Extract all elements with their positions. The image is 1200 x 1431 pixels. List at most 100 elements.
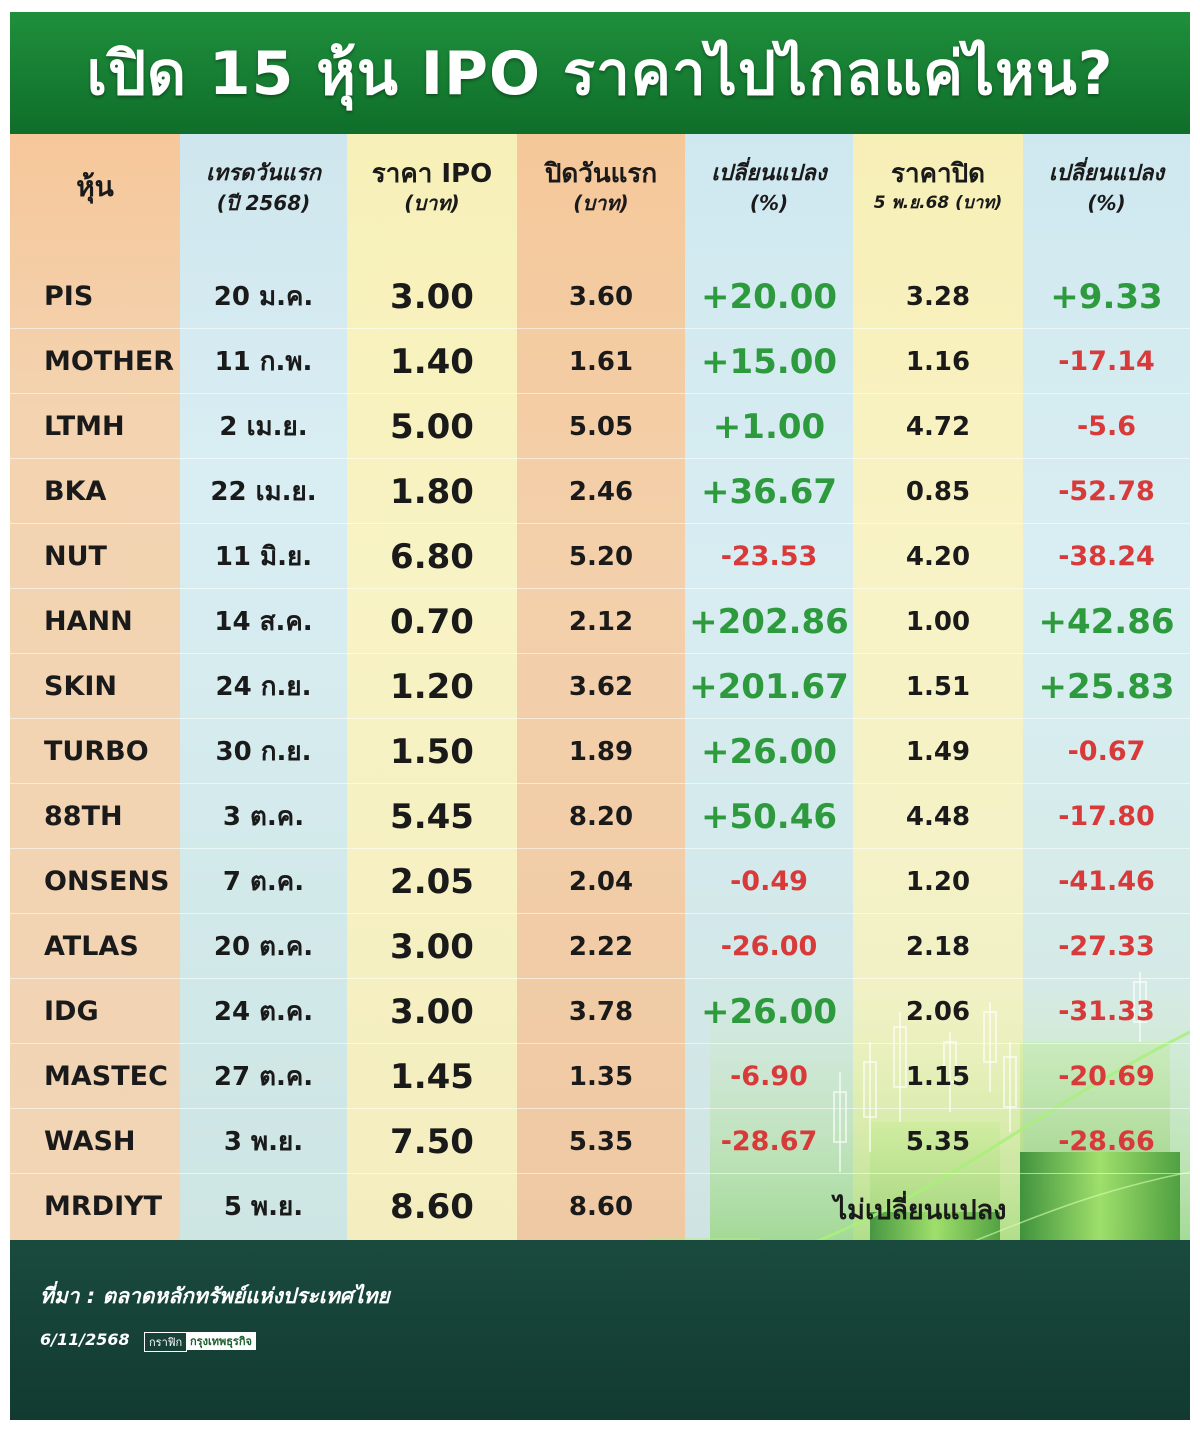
header-change2: เปลี่ยนแปลง (%) [1023,134,1190,240]
cell-stock: IDG [44,996,99,1027]
credit-label: กราฟิก [144,1332,188,1352]
cell-change2: -20.69 [1058,1061,1155,1092]
cell-first-close: 2.04 [568,866,634,897]
cell-stock: TURBO [44,736,149,767]
cell-stock: MASTEC [44,1061,168,1092]
source-note: ที่มา : ตลาดหลักทรัพย์แห่งประเทศไทย [40,1284,390,1308]
header-change1-main: เปลี่ยนแปลง [711,161,827,186]
header-first-close: ปิดวันแรก (บาท) [517,134,685,240]
header-first-close-sub: (บาท) [573,191,629,215]
header-change1-sub: (%) [749,191,789,215]
cell-change1: +26.00 [700,731,838,772]
cell-change1: +1.00 [712,406,826,447]
cell-date: 7 ต.ค. [222,867,305,897]
header-close: ราคาปิด 5 พ.ย.68 (บาท) [853,134,1023,240]
cell-first-close: 1.61 [568,346,634,377]
cell-ipo: 5.00 [390,406,474,447]
cell-change1: -23.53 [720,541,818,572]
row-divider [10,1108,1190,1109]
header-ipo: ราคา IPO (บาท) [347,134,517,240]
cell-close: 1.16 [905,346,971,377]
cell-stock: SKIN [44,671,118,702]
cell-date: 20 ต.ค. [213,932,314,962]
cell-close: 1.15 [905,1061,971,1092]
row-divider [10,978,1190,979]
cell-ipo: 0.70 [390,601,474,642]
cell-change2: -27.33 [1058,931,1155,962]
cell-date: 22 เม.ย. [210,477,317,507]
cell-date: 3 ต.ค. [222,802,305,832]
table-row: HANN 14 ส.ค. 0.70 2.12 +202.86 1.00 +42.86 [10,589,1190,654]
cell-ipo: 3.00 [390,991,474,1032]
cell-change1: +50.46 [700,796,838,837]
cell-first-close: 1.89 [568,736,634,767]
bottom-band [10,1240,1190,1420]
table-row: ONSENS 7 ต.ค. 2.05 2.04 -0.49 1.20 -41.46 [10,849,1190,914]
cell-first-close: 5.05 [568,411,634,442]
cell-change1: -0.49 [730,866,808,897]
cell-ipo: 8.60 [390,1186,474,1227]
table-row: MRDIYT 5 พ.ย. 8.60 8.60 [10,1174,1190,1239]
cell-ipo: 7.50 [390,1121,474,1162]
cell-ipo: 1.40 [390,341,474,382]
cell-first-close: 1.35 [568,1061,634,1092]
cell-first-close: 2.12 [568,606,634,637]
cell-first-close: 5.35 [568,1126,634,1157]
cell-close: 1.51 [905,671,971,702]
cell-change2: +9.33 [1050,276,1163,317]
table-row: ATLAS 20 ต.ค. 3.00 2.22 -26.00 2.18 -27.33 [10,914,1190,979]
cell-date: 27 ต.ค. [213,1062,314,1092]
table-row: LTMH 2 เม.ย. 5.00 5.05 +1.00 4.72 -5.6 [10,394,1190,459]
cell-ipo: 1.50 [390,731,474,772]
cell-change1: +15.00 [700,341,838,382]
table-row: MOTHER 11 ก.พ. 1.40 1.61 +15.00 1.16 -17.14 [10,329,1190,394]
cell-change2: +42.86 [1038,601,1175,642]
col-bg-ipo [347,134,517,1240]
cell-ipo: 3.00 [390,926,474,967]
table-header: หุ้น เทรดวันแรก (ปี 2568) ราคา IPO (บาท)… [10,134,1190,240]
cell-close: 3.28 [905,281,971,312]
cell-change1: -28.67 [720,1126,818,1157]
cell-date: 5 พ.ย. [223,1192,304,1222]
cell-date: 3 พ.ย. [223,1127,304,1157]
cell-stock: 88TH [44,801,123,832]
cell-ipo: 3.00 [390,276,474,317]
table-row: WASH 3 พ.ย. 7.50 5.35 -28.67 5.35 -28.66 [10,1109,1190,1174]
header-first-close-main: ปิดวันแรก [544,159,658,189]
cell-change1: -26.00 [720,931,818,962]
cell-date: 14 ส.ค. [214,607,313,637]
cell-date: 24 ก.ย. [215,672,312,702]
header-change2-main: เปลี่ยนแปลง [1048,161,1165,186]
title-bar: เปิด 15 หุ้น IPO ราคาไปไกลแค่ไหน? [10,12,1190,134]
cell-close: 1.20 [905,866,971,897]
cell-first-close: 8.60 [568,1191,634,1222]
row-divider [10,718,1190,719]
table-row: PIS 20 ม.ค. 3.00 3.60 +20.00 3.28 +9.33 [10,264,1190,329]
header-ipo-sub: (บาท) [404,191,460,215]
cell-change2: -0.67 [1067,736,1146,767]
table-row: SKIN 24 ก.ย. 1.20 3.62 +201.67 1.51 +25.83 [10,654,1190,719]
col-bg-stock [10,134,180,1240]
cell-close: 2.06 [905,996,971,1027]
cell-first-close: 5.20 [568,541,634,572]
cell-ipo: 2.05 [390,861,474,902]
cell-close: 4.20 [905,541,971,572]
row-divider [10,458,1190,459]
row-divider [10,913,1190,914]
row-divider [10,653,1190,654]
col-bg-date [180,134,347,1240]
cell-first-close: 3.62 [568,671,634,702]
row-divider [10,848,1190,849]
cell-change2: +25.83 [1038,666,1175,707]
table-row: 88TH 3 ต.ค. 5.45 8.20 +50.46 4.48 -17.80 [10,784,1190,849]
header-first-trade: เทรดวันแรก (ปี 2568) [180,134,347,240]
table-row: TURBO 30 ก.ย. 1.50 1.89 +26.00 1.49 -0.67 [10,719,1190,784]
cell-change1: +36.67 [700,471,838,512]
table-row: NUT 11 มิ.ย. 6.80 5.20 -23.53 4.20 -38.24 [10,524,1190,589]
cell-first-close: 3.78 [568,996,634,1027]
cell-close: 5.35 [905,1126,971,1157]
header-stock: หุ้น [10,134,180,240]
cell-stock: WASH [44,1126,136,1157]
header-ipo-main: ราคา IPO [371,159,493,189]
cell-close: 1.49 [905,736,971,767]
